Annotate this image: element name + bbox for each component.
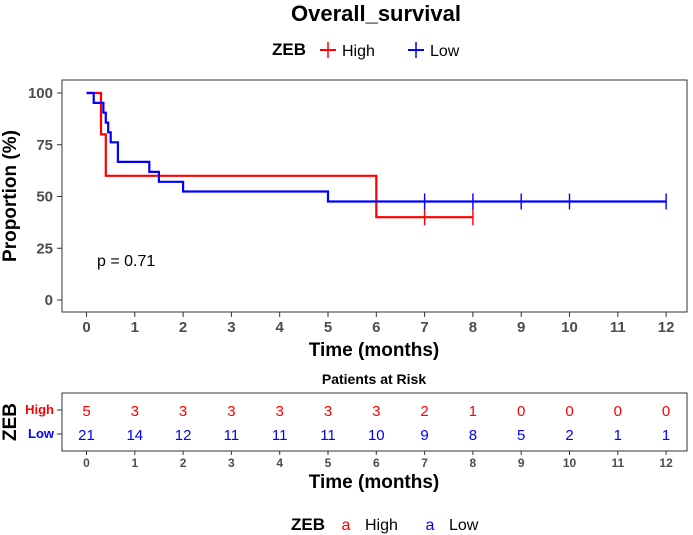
x-tick-label: 11 [610, 319, 626, 336]
y-tick-label: 50 [36, 189, 53, 206]
risk-cell: 11 [320, 427, 336, 444]
km-curve-high [86, 91, 473, 219]
risk-x-tick-label: 1 [131, 456, 138, 470]
p-value-annotation: p = 0.71 [97, 253, 155, 270]
legend-title: ZEB [272, 40, 306, 59]
risk-cell: 12 [175, 427, 192, 444]
bottom-legend-label-high: High [365, 517, 398, 534]
risk-cell: 11 [272, 427, 288, 444]
km-curves [86, 91, 667, 226]
y-axis-title: Proportion (%) [0, 130, 21, 262]
y-axis: 0 25 50 75 100 [28, 85, 62, 309]
risk-cell: 1 [614, 427, 622, 444]
risk-cell: 0 [662, 403, 670, 420]
risk-cell: 5 [82, 403, 90, 420]
risk-cell: 1 [469, 403, 477, 420]
x-tick-label: 12 [658, 319, 675, 336]
risk-x-tick-label: 9 [518, 456, 525, 470]
x-tick-label: 0 [82, 319, 90, 336]
risk-row-label-low: Low [28, 426, 55, 441]
risk-table-x-axis: 0 1 2 3 4 5 6 7 8 9 10 11 12 [83, 451, 673, 470]
x-axis: 0 1 2 3 4 5 6 7 8 9 10 11 12 [82, 312, 674, 336]
risk-x-tick-label: 12 [659, 456, 673, 470]
y-tick-label: 0 [45, 292, 53, 309]
risk-cell: 8 [469, 427, 477, 444]
risk-x-tick-label: 0 [83, 456, 90, 470]
x-tick-label: 3 [227, 319, 235, 336]
risk-x-tick-label: 2 [180, 456, 187, 470]
risk-cell: 21 [78, 427, 95, 444]
risk-x-tick-label: 7 [421, 456, 428, 470]
km-curve-low [86, 91, 667, 203]
bottom-legend-glyph-low: a [426, 517, 435, 534]
risk-x-tick-label: 10 [563, 456, 577, 470]
top-legend: ZEB High Low [272, 40, 460, 60]
plot-panel [61, 79, 688, 313]
x-tick-label: 4 [276, 319, 285, 336]
risk-cell: 11 [224, 427, 240, 444]
x-tick-label: 7 [420, 319, 428, 336]
risk-x-tick-label: 5 [325, 456, 332, 470]
risk-cell: 3 [179, 403, 187, 420]
risk-cell: 3 [131, 403, 139, 420]
x-axis-title: Time (months) [309, 340, 440, 361]
chart-title: Overall_survival [291, 1, 461, 26]
x-tick-label: 8 [469, 319, 477, 336]
risk-row-label-high: High [25, 402, 54, 417]
risk-cell: 2 [420, 403, 428, 420]
risk-x-tick-label: 3 [228, 456, 235, 470]
x-tick-label: 2 [179, 319, 187, 336]
risk-cell: 5 [517, 427, 525, 444]
risk-cell: 10 [368, 427, 385, 444]
risk-cell: 14 [126, 427, 143, 444]
bottom-legend-glyph-high: a [342, 517, 351, 534]
risk-x-tick-label: 4 [276, 456, 283, 470]
risk-y-axis-title: ZEB [0, 403, 21, 441]
bottom-legend: ZEB a High a Low [291, 515, 479, 534]
risk-cell: 0 [565, 403, 573, 420]
risk-cell: 3 [227, 403, 235, 420]
risk-cell: 0 [614, 403, 622, 420]
risk-table-panel [61, 392, 688, 452]
risk-x-tick-label: 8 [470, 456, 477, 470]
risk-x-tick-label: 6 [373, 456, 380, 470]
x-tick-label: 6 [372, 319, 380, 336]
risk-cell: 3 [372, 403, 380, 420]
risk-cell: 3 [276, 403, 284, 420]
risk-cell: 3 [324, 403, 332, 420]
legend-label-low: Low [430, 43, 460, 60]
y-tick-label: 75 [36, 137, 53, 154]
x-tick-label: 1 [131, 319, 139, 336]
risk-cell: 1 [662, 427, 670, 444]
risk-x-tick-label: 11 [611, 456, 624, 470]
y-tick-label: 25 [36, 240, 53, 257]
x-tick-label: 5 [324, 319, 332, 336]
risk-table-title: Patients at Risk [322, 371, 426, 387]
risk-cell: 9 [420, 427, 428, 444]
risk-cell: 2 [565, 427, 573, 444]
bottom-legend-title: ZEB [291, 515, 325, 534]
risk-x-axis-title: Time (months) [309, 472, 440, 493]
legend-label-high: High [342, 43, 375, 60]
bottom-legend-label-low: Low [449, 517, 479, 534]
x-tick-label: 9 [517, 319, 525, 336]
risk-cell: 0 [517, 403, 525, 420]
y-tick-label: 100 [28, 85, 53, 102]
x-tick-label: 10 [561, 319, 578, 336]
